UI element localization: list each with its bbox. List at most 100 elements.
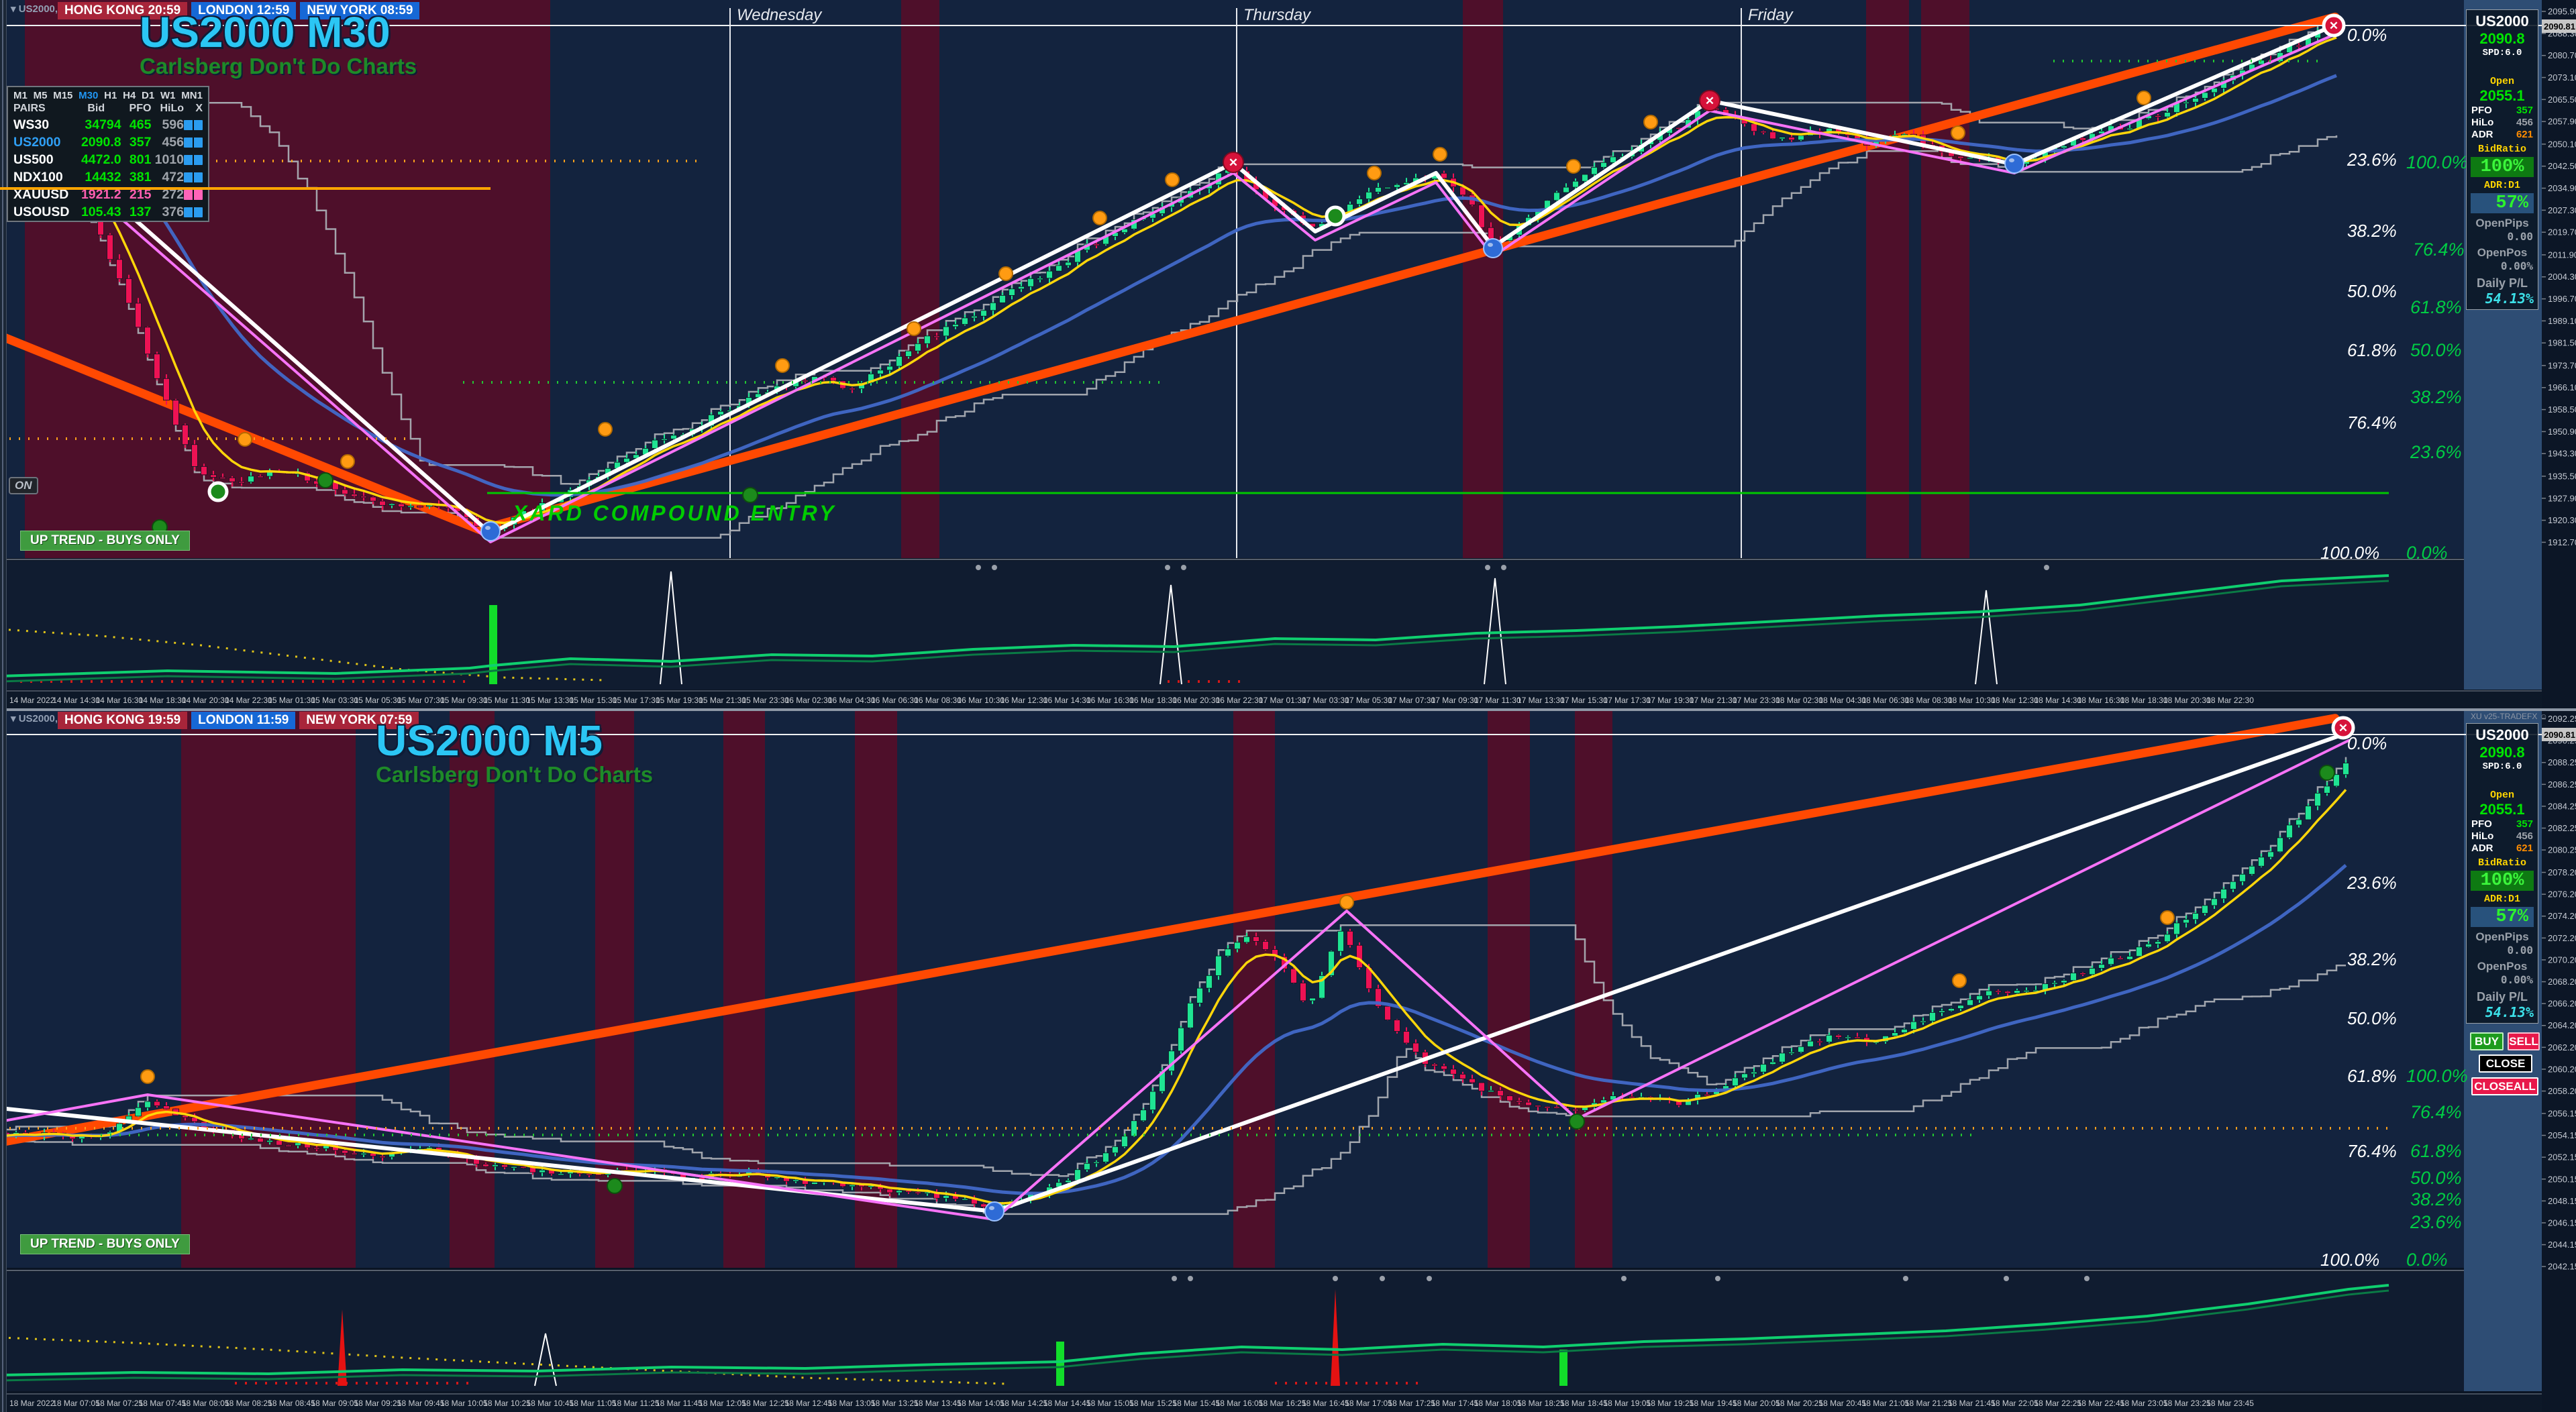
svg-text:17 Mar 13:30: 17 Mar 13:30 xyxy=(1517,696,1565,705)
symbol-x-button[interactable] xyxy=(184,189,203,200)
support-dot xyxy=(2319,765,2335,781)
on-toggle-button[interactable]: ON xyxy=(9,477,38,494)
chart-title-m5: US2000 M5 xyxy=(376,716,603,765)
svg-text:15 Mar 15:30: 15 Mar 15:30 xyxy=(570,696,617,705)
daily-pl-label: Daily P/L xyxy=(2476,276,2528,290)
svg-text:2064.20: 2064.20 xyxy=(2548,1020,2576,1030)
timeframe-m5[interactable]: M5 xyxy=(33,90,48,101)
watchlist-row-usousd[interactable]: USOUSD 105.43 137 376 xyxy=(8,203,208,221)
buy-signal-dot xyxy=(907,321,921,336)
chart-title-m30: US2000 M30 xyxy=(140,8,391,56)
bid-value: 14432 xyxy=(85,169,121,184)
support-dot xyxy=(1569,1114,1585,1130)
watchlist-row-ndx100[interactable]: NDX100 14432 381 472 xyxy=(8,168,208,186)
fib-level-label: 100.0% xyxy=(2320,543,2379,563)
svg-text:2065.50: 2065.50 xyxy=(2548,95,2576,105)
svg-text:18 Mar 10:25: 18 Mar 10:25 xyxy=(483,1399,531,1408)
svg-text:15 Mar 13:30: 15 Mar 13:30 xyxy=(526,696,574,705)
svg-text:2044.15: 2044.15 xyxy=(2548,1240,2576,1250)
svg-text:18 Mar 14:30: 18 Mar 14:30 xyxy=(2034,696,2081,705)
entry-circle xyxy=(1325,205,1346,227)
fib-level-label: 50.0% xyxy=(2410,340,2462,360)
watchlist-row-us2000[interactable]: US2000 2090.8 357 456 xyxy=(8,133,208,151)
svg-text:18 Mar 21:25: 18 Mar 21:25 xyxy=(1905,1399,1953,1408)
svg-text:15 Mar 11:30: 15 Mar 11:30 xyxy=(483,696,530,705)
svg-text:Thursday: Thursday xyxy=(1243,6,1312,24)
svg-text:18 Mar 22:25: 18 Mar 22:25 xyxy=(2034,1399,2081,1408)
svg-text:17 Mar 05:30: 17 Mar 05:30 xyxy=(1345,696,1392,705)
svg-text:2042.15: 2042.15 xyxy=(2548,1262,2576,1272)
sell-signal-circle xyxy=(2322,13,2346,38)
svg-text:18 Mar 12:05: 18 Mar 12:05 xyxy=(699,1399,746,1408)
svg-text:18 Mar 15:45: 18 Mar 15:45 xyxy=(1172,1399,1220,1408)
timeframe-h4[interactable]: H4 xyxy=(123,90,136,101)
session-london: LONDON 12:59 xyxy=(191,2,297,19)
watchlist-col-x: X xyxy=(195,103,203,114)
symbol-x-button[interactable] xyxy=(184,154,203,165)
timeframe-m30[interactable]: M30 xyxy=(79,90,99,101)
svg-text:1950.90: 1950.90 xyxy=(2548,427,2576,437)
sell-button[interactable]: SELL xyxy=(2508,1032,2540,1050)
panel-open-value: 2055.1 xyxy=(2479,801,2525,818)
session-london: LONDON 11:59 xyxy=(191,712,296,729)
symbol-x-button[interactable] xyxy=(184,207,203,217)
svg-text:2095.90: 2095.90 xyxy=(2548,7,2576,17)
fib-level-label: 76.4% xyxy=(2347,413,2397,433)
m30-price-axis[interactable]: 2095.902088.302080.702073.102065.502057.… xyxy=(2542,0,2576,708)
panel-symbol: US2000 xyxy=(2475,726,2529,743)
timeframe-d1[interactable]: D1 xyxy=(142,90,155,101)
pair-name: XAUUSD xyxy=(13,186,69,202)
buy-signal-dot xyxy=(340,454,355,469)
timeframe-m15[interactable]: M15 xyxy=(53,90,73,101)
timeframe-switcher[interactable]: M1 M5 M15 M30 H1 H4 D1 W1 MN1 xyxy=(8,87,208,101)
timeframe-mn1[interactable]: MN1 xyxy=(181,90,203,101)
svg-text:2080.70: 2080.70 xyxy=(2548,50,2576,60)
svg-text:16 Mar 10:30: 16 Mar 10:30 xyxy=(957,696,1004,705)
chart-title-block-m5: US2000 M5 Carlsberg Don't Do Charts xyxy=(376,719,653,785)
openpos-value: 0.00% xyxy=(2500,973,2533,986)
svg-text:18 Mar 12:45: 18 Mar 12:45 xyxy=(785,1399,833,1408)
svg-text:2062.20: 2062.20 xyxy=(2548,1042,2576,1052)
fib-level-label: 0.0% xyxy=(2347,25,2387,45)
daily-pl-value: 54.13% xyxy=(2485,1004,2534,1020)
svg-text:18 Mar 16:25: 18 Mar 16:25 xyxy=(1259,1399,1306,1408)
symbol-x-button[interactable] xyxy=(184,119,203,130)
svg-text:18 Mar 22:05: 18 Mar 22:05 xyxy=(1991,1399,2039,1408)
svg-text:18 Mar 22:30: 18 Mar 22:30 xyxy=(2206,696,2254,705)
pfo-value: 357 xyxy=(2516,818,2533,830)
svg-text:17 Mar 11:30: 17 Mar 11:30 xyxy=(1474,696,1521,705)
symbol-x-button[interactable] xyxy=(184,172,203,182)
bidratio-label: BidRatio xyxy=(2477,857,2526,869)
close-all-button[interactable]: CLOSEALL xyxy=(2471,1077,2538,1095)
horizontal-price-line[interactable] xyxy=(0,187,491,190)
fib-level-label: 38.2% xyxy=(2347,221,2397,241)
svg-text:2080.25: 2080.25 xyxy=(2548,845,2576,855)
svg-text:14 Mar 14:30: 14 Mar 14:30 xyxy=(52,696,100,705)
svg-text:1981.50: 1981.50 xyxy=(2548,338,2576,348)
symbol-x-button[interactable] xyxy=(184,137,203,148)
timeframe-m1[interactable]: M1 xyxy=(13,90,28,101)
watchlist-row-us500[interactable]: US500 4472.0 801 1010 xyxy=(8,151,208,168)
close-button[interactable]: CLOSE xyxy=(2479,1054,2532,1073)
svg-text:2078.20: 2078.20 xyxy=(2548,867,2576,877)
pfo-value: 381 xyxy=(129,169,152,184)
entry-circle xyxy=(207,481,229,502)
timeframe-w1[interactable]: W1 xyxy=(160,90,176,101)
watchlist-row-ws30[interactable]: WS30 34794 465 596 xyxy=(8,116,208,133)
svg-text:2090.81: 2090.81 xyxy=(2544,21,2575,32)
m5-price-axis[interactable]: 2092.252090.252088.252086.252084.252082.… xyxy=(2542,711,2576,1412)
window-left-splitter[interactable] xyxy=(0,0,7,1412)
bid-value: 34794 xyxy=(85,117,121,132)
svg-text:2056.15: 2056.15 xyxy=(2548,1108,2576,1118)
bid-value: 2090.8 xyxy=(81,134,121,150)
openpos-label: OpenPos xyxy=(2477,960,2528,973)
current-price-tag xyxy=(2542,728,2576,741)
buy-button[interactable]: BUY xyxy=(2470,1032,2504,1050)
watchlist-row-xauusd[interactable]: XAUUSD 1921.2 215 272 xyxy=(8,186,208,203)
svg-text:2068.20: 2068.20 xyxy=(2548,977,2576,987)
svg-text:16 Mar 16:30: 16 Mar 16:30 xyxy=(1086,696,1134,705)
timeframe-h1[interactable]: H1 xyxy=(104,90,117,101)
